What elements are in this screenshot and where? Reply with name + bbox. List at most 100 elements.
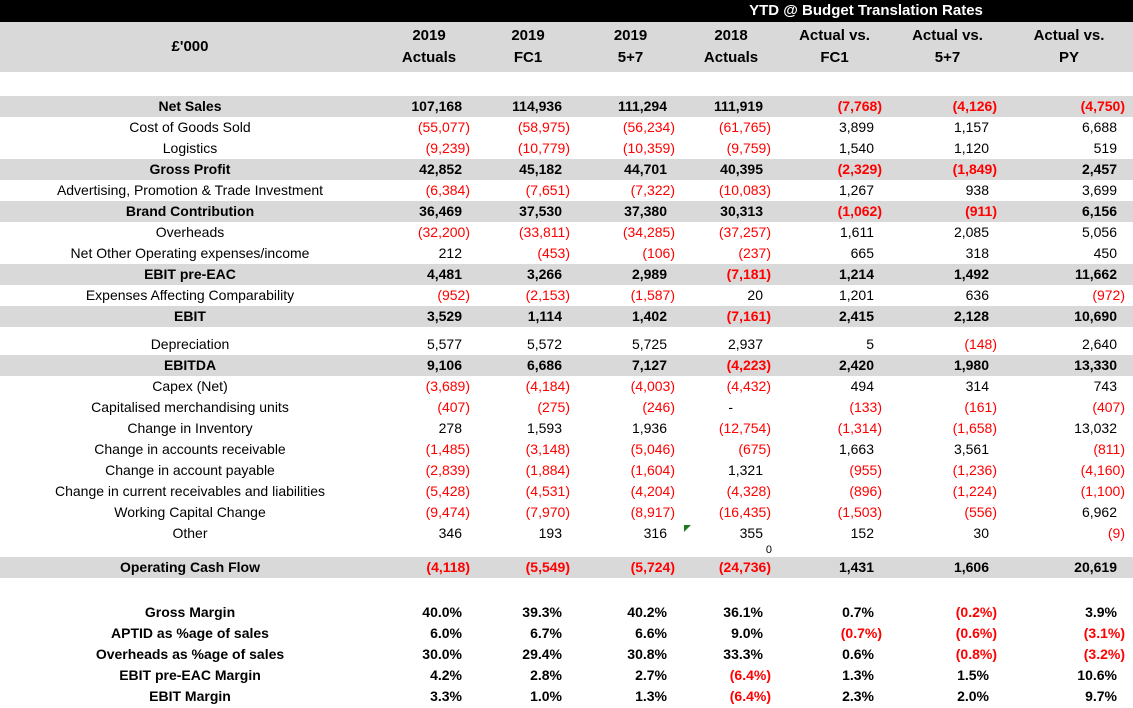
row-label: EBIT pre-EAC: [144, 266, 236, 282]
cell-actual-vs-fc1: 665: [850, 245, 874, 261]
cell-actual-vs-py: 450: [1093, 245, 1117, 261]
col-header-line1: 2019: [613, 27, 648, 44]
cell-2018-actuals: (12,754): [718, 420, 771, 436]
col-header-line2: Actuals: [703, 49, 759, 66]
cell-actual-vs-py: 519: [1093, 140, 1117, 156]
cell-actual-vs-py: (4,160): [1080, 462, 1125, 478]
cell-2019-actuals: 36,469: [419, 203, 462, 219]
cell-actual-vs-fc1: 1,663: [838, 441, 874, 457]
cell-2019-fc1: (58,975): [517, 119, 570, 135]
cell-2019-fc1: 193: [538, 525, 562, 541]
cell-actual-vs-fc1: 494: [850, 378, 874, 394]
cell-2019-5plus7: 316: [643, 525, 667, 541]
cell-actual-vs-5plus7: (148): [964, 336, 997, 352]
cell-2019-5plus7: (246): [642, 399, 675, 415]
cell-actual-vs-fc1: 5: [866, 336, 874, 352]
cell-2018-actuals: (61,765): [718, 119, 771, 135]
title-bar: YTD @ Budget Translation Rates: [0, 0, 1133, 22]
cell-2019-fc1: 6.7%: [530, 625, 562, 641]
row-ebit: EBIT 3,529 1,114 1,402 (7,161) 2,415 2,128 10,6…: [0, 306, 1133, 327]
row-label: Operating Cash Flow: [119, 559, 260, 575]
cell-2019-5plus7: 37,380: [624, 203, 667, 219]
cell-2019-5plus7: 1,402: [631, 308, 667, 324]
cell-actual-vs-fc1: 1.3%: [842, 667, 874, 683]
cell-actual-vs-py: 5,056: [1081, 224, 1117, 240]
cell-2019-5plus7: 40.2%: [627, 604, 667, 620]
cell-2019-fc1: (33,811): [518, 224, 570, 240]
cell-2018-actuals: 2,937: [727, 336, 763, 352]
col-header-2019-actuals: 2019 Actuals: [380, 25, 478, 69]
cell-2019-fc1: (4,531): [525, 483, 570, 499]
col-header-line2: 5+7: [934, 49, 961, 66]
cell-actual-vs-py: (1,100): [1080, 483, 1125, 499]
cell-2019-actuals: (32,200): [417, 224, 470, 240]
cell-2018-actuals: (7,181): [726, 266, 771, 282]
cell-2019-actuals: 107,168: [411, 98, 462, 114]
report-title: YTD @ Budget Translation Rates: [749, 2, 983, 19]
cell-actual-vs-fc1: 1,611: [840, 224, 874, 240]
cell-2019-actuals: 3,529: [426, 308, 462, 324]
row-expenses-affecting-comparability: Expenses Affecting Comparability (952) (2,…: [0, 285, 1133, 306]
row-label: Capex (Net): [152, 378, 228, 394]
cell-2018-actuals: (6.4%): [729, 667, 771, 683]
cell-2019-5plus7: (7,322): [630, 182, 675, 198]
cell-2019-actuals: (55,077): [417, 119, 470, 135]
cell-actual-vs-py: 6,156: [1081, 203, 1117, 219]
cell-actual-vs-py: (972): [1092, 287, 1125, 303]
cell-actual-vs-py: 6,962: [1081, 504, 1117, 520]
cell-actual-vs-5plus7: 30: [973, 525, 989, 541]
row-gross-margin: Gross Margin 40.0% 39.3% 40.2% 36.1% 0.7% (0.2…: [0, 602, 1133, 623]
cell-2019-5plus7: 1,936: [631, 420, 667, 436]
cell-2019-5plus7: (56,234): [622, 119, 675, 135]
cell-2019-actuals: 40.0%: [422, 604, 462, 620]
cell-actual-vs-5plus7: 1,606: [953, 559, 989, 575]
cell-2019-actuals: 6.0%: [430, 625, 462, 641]
cell-actual-vs-fc1: (1,503): [837, 504, 882, 520]
row-label: EBIT Margin: [149, 688, 231, 704]
cell-2019-5plus7: (106): [642, 245, 675, 261]
row-label: Overheads: [155, 224, 225, 240]
row-label: APTID as %age of sales: [111, 625, 269, 641]
row-change-in-current-receivables-and-liabilities: Change in current receivables and liabil…: [0, 481, 1133, 502]
cell-actual-vs-py: 20,619: [1074, 559, 1117, 575]
cell-actual-vs-fc1: (0.7%): [840, 625, 882, 641]
cell-2019-actuals: (5,428): [425, 483, 470, 499]
cell-2019-fc1: 1,114: [527, 308, 562, 324]
cell-2019-5plus7: (34,285): [622, 224, 675, 240]
cell-actual-vs-fc1: 1,540: [838, 140, 874, 156]
cell-actual-vs-5plus7: (556): [964, 504, 997, 520]
cell-2018-actuals: (10,083): [718, 182, 771, 198]
cell-actual-vs-5plus7: 1,120: [953, 140, 989, 156]
row-label: Gross Margin: [144, 604, 236, 620]
col-header-line2: PY: [1058, 49, 1079, 66]
cell-2018-actuals: (37,257): [718, 224, 771, 240]
row-label: Change in Inventory: [127, 420, 253, 436]
cell-actual-vs-py: (3.2%): [1083, 646, 1125, 662]
row-brand-contribution: Brand Contribution 36,469 37,530 37,380 30,3…: [0, 201, 1133, 222]
cell-2019-fc1: 114,936: [512, 98, 562, 114]
row-advertising-promotion-trade-investment: Advertising, Promotion & Trade Investmen…: [0, 180, 1133, 201]
cell-2019-fc1: 29.4%: [522, 646, 562, 662]
col-header-2019-5plus7: 2019 5+7: [578, 25, 683, 69]
cell-2019-actuals: 30.0%: [422, 646, 462, 662]
cell-2019-5plus7: 5,725: [631, 336, 667, 352]
row-ebit-pre-eac: EBIT pre-EAC 4,481 3,266 2,989 (7,181) 1,214 1…: [0, 264, 1133, 285]
table-header-row: £'000 2019 Actuals 2019 FC1 2019 5+7 2018 Actua…: [0, 22, 1133, 72]
cell-2019-fc1: 1,593: [526, 420, 562, 436]
cell-2019-5plus7: 6.6%: [635, 625, 667, 641]
row-aptid-as-age-of-sales: APTID as %age of sales 6.0% 6.7% 6.6% 9.0% (0…: [0, 623, 1133, 644]
cell-2019-fc1: 45,182: [519, 161, 562, 177]
cell-actual-vs-py: 10,690: [1074, 308, 1117, 324]
cell-2019-actuals: (9,239): [425, 140, 470, 156]
row-capitalised-merchandising-units: Capitalised merchandising units (407) (275…: [0, 397, 1133, 418]
row-ebitda: EBITDA 9,106 6,686 7,127 (4,223) 2,420 1,980 13…: [0, 355, 1133, 376]
cell-actual-vs-fc1: 2.3%: [842, 688, 874, 704]
row-label: Logistics: [162, 140, 218, 156]
cell-2019-actuals: (407): [437, 399, 470, 415]
cell-actual-vs-5plus7: (1,236): [952, 462, 997, 478]
col-header-2019-fc1: 2019 FC1: [478, 25, 578, 69]
cell-actual-vs-5plus7: (0.8%): [955, 646, 997, 662]
cell-2019-fc1: (10,779): [517, 140, 570, 156]
cell-actual-vs-fc1: 3,899: [838, 119, 874, 135]
cell-actual-vs-fc1: 1,267: [838, 182, 874, 198]
